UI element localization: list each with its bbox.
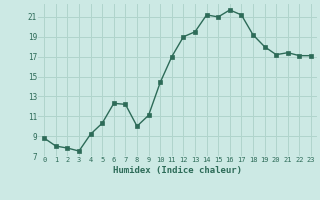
X-axis label: Humidex (Indice chaleur): Humidex (Indice chaleur) xyxy=(113,166,242,175)
